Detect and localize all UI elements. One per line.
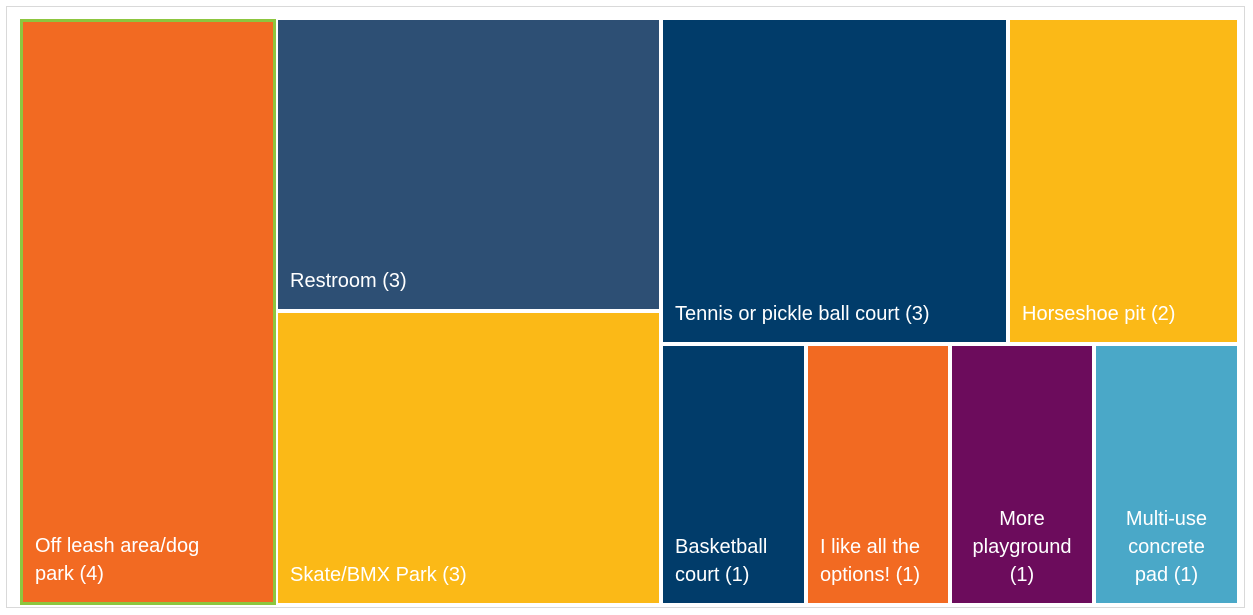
tile-off-leash-area[interactable]: Off leash area/dog park (4) bbox=[20, 19, 276, 605]
tile-label: Basketball court (1) bbox=[675, 536, 768, 586]
tile-label: Restroom (3) bbox=[290, 270, 407, 292]
tile-label: Multi-use concrete pad (1) bbox=[1125, 508, 1208, 586]
tile-multi-use-concrete-pad[interactable]: Multi-use concrete pad (1) bbox=[1096, 346, 1237, 603]
tile-skate-bmx-park[interactable]: Skate/BMX Park (3) bbox=[278, 313, 659, 603]
tile-more-playground[interactable]: More playground (1) bbox=[952, 346, 1092, 603]
tile-label: Skate/BMX Park (3) bbox=[290, 564, 467, 586]
tile-i-like-all-options[interactable]: I like all the options! (1) bbox=[808, 346, 948, 603]
tile-horseshoe-pit[interactable]: Horseshoe pit (2) bbox=[1010, 20, 1237, 342]
tile-label: Tennis or pickle ball court (3) bbox=[675, 303, 930, 325]
tile-basketball-court[interactable]: Basketball court (1) bbox=[663, 346, 804, 603]
tile-restroom[interactable]: Restroom (3) bbox=[278, 20, 659, 309]
tile-tennis-pickle-ball-court[interactable]: Tennis or pickle ball court (3) bbox=[663, 20, 1006, 342]
tile-label: I like all the options! (1) bbox=[820, 536, 921, 586]
tile-label: Horseshoe pit (2) bbox=[1022, 303, 1176, 325]
tile-label: More playground (1) bbox=[972, 508, 1072, 586]
tile-label: Off leash area/dog park (4) bbox=[35, 535, 200, 585]
chart-frame bbox=[6, 6, 1245, 608]
